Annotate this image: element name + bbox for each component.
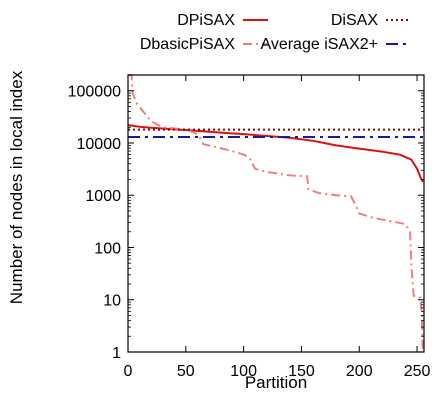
y-tick-label: 1: [112, 345, 121, 362]
x-tick-label: 200: [346, 363, 373, 380]
legend-label: DbasicPiSAX: [140, 36, 235, 53]
x-tick-label: 100: [230, 363, 257, 380]
y-tick-label: 100: [94, 240, 121, 257]
legend: DPiSAX DbasicPiSAX DiSAX Average iSAX2+: [140, 12, 411, 53]
x-tick-label: 150: [288, 363, 315, 380]
legend-label: DiSAX: [331, 12, 378, 29]
y-tick-label: 1000: [85, 188, 121, 205]
legend-label: DPiSAX: [177, 12, 235, 29]
y-tick-label: 100000: [68, 84, 121, 101]
plot-frame: [127, 74, 425, 353]
x-tick-label: 250: [404, 363, 431, 380]
x-axis-label: Partition: [245, 373, 307, 392]
axis-ticks: 0 50 100 150 200 250 1 10 100 1000 10000 100000: [68, 74, 431, 380]
y-tick-label: 10: [103, 293, 121, 310]
series-line-1: [128, 74, 424, 353]
plot-series: [127, 74, 424, 353]
x-tick-label: 0: [124, 363, 133, 380]
y-tick-label: 10000: [77, 136, 122, 153]
y-axis-label: Number of nodes in local index: [7, 70, 26, 304]
x-tick-label: 50: [177, 363, 195, 380]
legend-label: Average iSAX2+: [260, 36, 378, 53]
